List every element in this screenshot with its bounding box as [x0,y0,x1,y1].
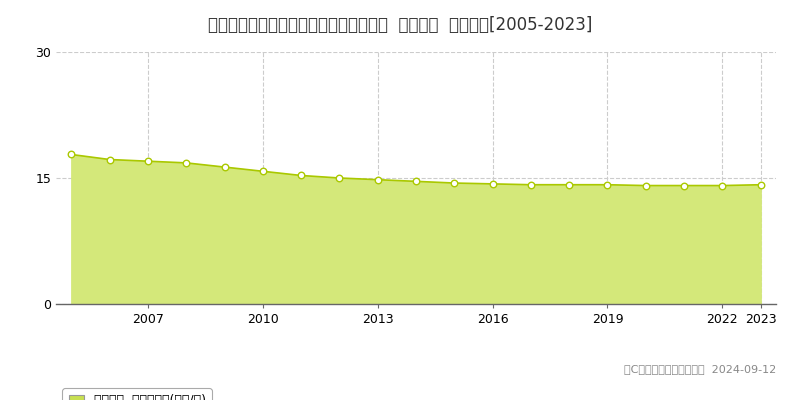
Point [65,151,78,158]
Point [142,158,154,164]
Point [562,182,575,188]
Point [218,164,231,170]
Point [716,182,729,189]
Point [486,181,499,187]
Point [448,180,461,186]
Point [754,182,767,188]
Point [639,182,652,189]
Point [410,178,422,184]
Point [294,172,307,179]
Point [180,160,193,166]
Point [103,156,116,163]
Legend: 地価公示  平均坪単価(万円/坪): 地価公示 平均坪単価(万円/坪) [62,388,212,400]
Point [525,182,538,188]
Point [257,168,270,174]
Point [371,176,384,183]
Point [678,182,690,189]
Text: 北海道釧路市新橋大通６丁目１番１７外  地価公示  地価推移[2005-2023]: 北海道釧路市新橋大通６丁目１番１７外 地価公示 地価推移[2005-2023] [208,16,592,34]
Point [601,182,614,188]
Point [333,175,346,181]
Text: （C）土地価格ドットコム  2024-09-12: （C）土地価格ドットコム 2024-09-12 [624,364,776,374]
